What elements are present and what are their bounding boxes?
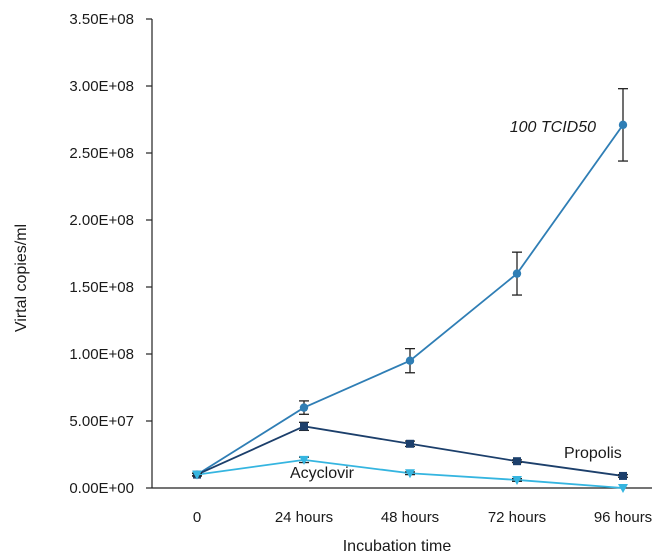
series-acyclovir [192, 455, 628, 493]
y-axis-title: Virtal copies/ml [13, 224, 30, 332]
series-100-tcid50 [192, 88, 628, 479]
data-point [619, 471, 627, 480]
data-point [512, 475, 522, 485]
data-point [618, 484, 628, 493]
data-point [512, 269, 522, 278]
x-tick-label: 24 hours [275, 509, 333, 526]
data-point [300, 422, 308, 431]
series-layer [192, 88, 628, 493]
y-tick-label: 1.00E+08 [69, 346, 134, 363]
axes [151, 19, 652, 489]
y-tick-label: 2.00E+08 [69, 212, 134, 229]
series-label-100-tcid50: 100 TCID50 [510, 119, 596, 136]
y-tick-label: 0.00E+00 [69, 480, 134, 497]
series-label-propolis: Propolis [564, 445, 622, 462]
data-point [513, 457, 521, 466]
y-tick-label: 1.50E+08 [69, 279, 134, 296]
y-axis-ticks: 0.00E+00 5.00E+07 1.00E+08 1.50E+08 2.00E+08… [69, 11, 152, 497]
x-tick-label: 48 hours [381, 509, 439, 526]
data-point [299, 455, 309, 465]
series-label-acyclovir: Acyclovir [290, 465, 355, 482]
data-point [299, 403, 309, 412]
data-point [618, 120, 628, 130]
series-line [196, 124, 624, 476]
y-tick-label: 2.50E+08 [69, 145, 134, 162]
data-point [405, 469, 415, 479]
y-tick-label: 3.50E+08 [69, 11, 134, 28]
data-point [405, 356, 415, 365]
x-axis-title: Incubation time [343, 538, 452, 555]
data-point [192, 470, 202, 480]
x-tick-label: 72 hours [488, 509, 546, 526]
x-tick-label: 96 hours [594, 509, 652, 526]
data-point [406, 439, 414, 448]
series-labels: 100 TCID50 Propolis Acyclovir [290, 119, 622, 482]
x-axis-ticks: 0 24 hours 48 hours 72 hours 96 hours [193, 509, 652, 526]
y-tick-label: 5.00E+07 [69, 413, 134, 430]
x-tick-label: 0 [193, 509, 201, 526]
y-tick-label: 3.00E+08 [69, 78, 134, 95]
